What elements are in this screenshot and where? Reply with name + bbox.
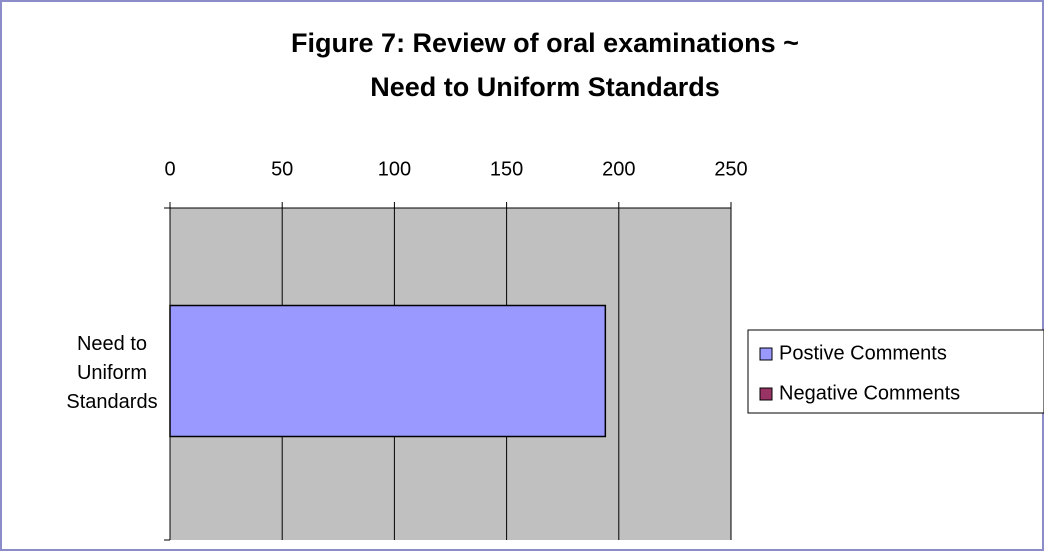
x-tick-label: 50 xyxy=(271,158,293,180)
legend-swatch xyxy=(759,387,773,401)
legend-label: Postive Comments xyxy=(779,342,947,364)
x-tick-label: 200 xyxy=(602,158,635,180)
legend-box xyxy=(747,329,1044,414)
y-tick-label: Need to Uniform Standards xyxy=(66,333,157,413)
x-tick-label: 0 xyxy=(164,158,175,180)
legend: Postive Comments Negative Comments xyxy=(747,329,1044,414)
x-tick-label: 100 xyxy=(378,158,411,180)
bar xyxy=(169,304,607,438)
legend-label: Negative Comments xyxy=(779,382,960,404)
chart-title: Need to Uniform Standards xyxy=(370,72,720,102)
x-tick-label: 150 xyxy=(490,158,523,180)
chart-title: Figure 7: Review of oral examinations ~ xyxy=(291,28,799,58)
legend-swatch xyxy=(759,347,773,361)
x-tick-label: 250 xyxy=(714,158,747,180)
